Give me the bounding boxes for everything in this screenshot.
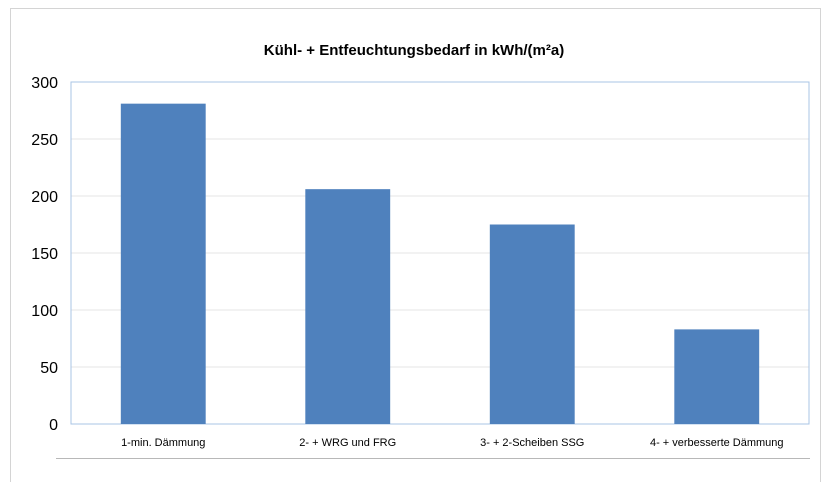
bar [305, 189, 391, 424]
x-tick-label: 2- + WRG und FRG [299, 437, 396, 449]
y-tick-label: 50 [40, 360, 58, 377]
y-axis-tick-labels: 0 50 100 150 200 250 300 [31, 75, 58, 434]
x-axis-tick-labels: 1-min. Dämmung 2- + WRG und FRG 3- + 2-Sch… [121, 437, 783, 449]
bar [120, 103, 206, 424]
y-tick-label: 200 [31, 189, 58, 206]
y-tick-label: 0 [49, 417, 58, 434]
bars [120, 103, 760, 424]
bar [674, 329, 760, 424]
chart-frame [10, 8, 821, 482]
chart-title: Kühl- + Entfeuchtungsbedarf in kWh/(m²a) [264, 42, 564, 59]
y-tick-label: 250 [31, 132, 58, 149]
y-tick-label: 150 [31, 246, 58, 263]
bar [489, 224, 575, 424]
x-tick-label: 4- + verbesserte Dämmung [650, 437, 784, 449]
plot-area-border [70, 81, 810, 425]
x-tick-label: 1-min. Dämmung [121, 437, 205, 449]
x-tick-label: 3- + 2-Scheiben SSG [480, 437, 584, 449]
y-tick-label: 300 [31, 75, 58, 92]
y-tick-label: 100 [31, 303, 58, 320]
bottom-rule [56, 458, 810, 459]
